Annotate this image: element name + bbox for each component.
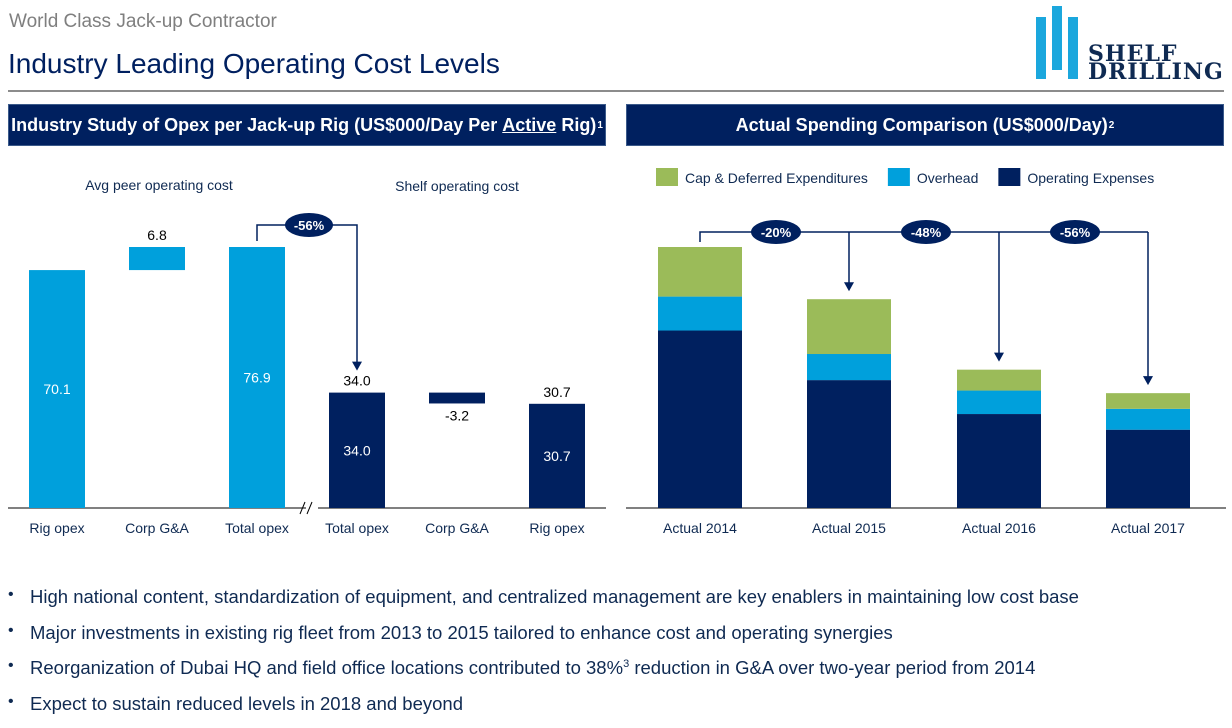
stacked-bar-segment (1106, 430, 1190, 508)
bar-value-label: 30.7 (543, 384, 570, 400)
stacked-bar-segment (658, 331, 742, 508)
bar-inner-label: 34.0 (343, 442, 370, 458)
stacked-bar-segment (1106, 393, 1190, 409)
x-tick-label: Corp G&A (125, 520, 189, 536)
logo-text-line2: DRILLING (1088, 61, 1224, 83)
stacked-bar-segment (1106, 409, 1190, 430)
key-points-list: High national content, standardization o… (8, 586, 1079, 728)
legend-label: Cap & Deferred Expenditures (685, 170, 868, 186)
x-tick-label: Total opex (225, 520, 289, 536)
right-panel-title: Actual Spending Comparison (US$000/Day) (736, 115, 1108, 136)
legend-label: Operating Expenses (1027, 170, 1154, 186)
reduction-badge-label: -20% (761, 225, 792, 240)
legend-label: Overhead (917, 170, 978, 186)
logo-bar-icon (1036, 17, 1046, 79)
left-panel-title-pre: Industry Study of Opex per Jack-up Rig (… (11, 115, 502, 136)
waterfall-bar (429, 393, 485, 404)
stacked-bar-segment (807, 354, 891, 380)
reduction-badge-label: -56% (1060, 225, 1091, 240)
left-panel-title-post: Rig) (556, 115, 596, 136)
reduction-badge-label: -56% (294, 218, 325, 233)
x-tick-label: Actual 2014 (663, 520, 737, 536)
chart-legend: Cap & Deferred Expenditures Overhead Opera… (656, 168, 1154, 186)
bullet-text-post: reduction in G&A over two-year period fr… (629, 657, 1035, 678)
section-supertitle: World Class Jack-up Contractor (9, 11, 277, 33)
logo-bar-icon (1052, 6, 1062, 70)
bullet-item: Expect to sustain reduced levels in 2018… (8, 693, 1079, 728)
footnote-marker: 2 (1109, 120, 1115, 131)
shelf-drilling-logo: SHELF DRILLING (1034, 3, 1226, 83)
bar-inner-label: 76.9 (243, 370, 270, 386)
reduction-badge-label: -48% (911, 225, 942, 240)
arrow-head-icon (352, 362, 362, 371)
x-tick-label: Actual 2017 (1111, 520, 1185, 536)
left-panel-header: Industry Study of Opex per Jack-up Rig (… (8, 104, 606, 146)
x-tick-label: Rig opex (529, 520, 584, 536)
stacked-bar-segment (807, 299, 891, 354)
stacked-bar-segment (658, 297, 742, 331)
logo-bar-icon (1068, 17, 1078, 79)
group-label-peer: Avg peer operating cost (85, 177, 233, 193)
legend-swatch (998, 168, 1020, 186)
bar-value-label: -3.2 (445, 407, 469, 423)
right-panel-header: Actual Spending Comparison (US$000/Day)2 (626, 104, 1224, 146)
x-tick-label: Total opex (325, 520, 389, 536)
stacked-bar-segment (957, 414, 1041, 508)
spending-stacked-chart: Cap & Deferred Expenditures Overhead Opera… (620, 160, 1232, 560)
arrow-head-icon (994, 353, 1004, 362)
bar-inner-label: 70.1 (43, 381, 70, 397)
logo-underline (1030, 90, 1224, 92)
bullet-text-pre: Reorganization of Dubai HQ and field off… (30, 657, 623, 678)
x-tick-label: Corp G&A (425, 520, 489, 536)
bar-inner-label: 30.7 (543, 448, 570, 464)
axis-break-mark (307, 502, 312, 514)
stacked-bar-segment (658, 247, 742, 297)
page-title: Industry Leading Operating Cost Levels (8, 48, 500, 80)
bar-value-label: 6.8 (147, 227, 167, 243)
stacked-bar-segment (807, 380, 891, 508)
bullet-item: Major investments in existing rig fleet … (8, 622, 1079, 658)
opex-waterfall-chart: Avg peer operating cost Shelf operating … (0, 160, 620, 560)
left-panel-title-underlined: Active (502, 115, 556, 136)
group-label-shelf: Shelf operating cost (395, 178, 519, 194)
footnote-marker: 1 (597, 120, 603, 131)
arrow-head-icon (844, 282, 854, 291)
bullet-item: Reorganization of Dubai HQ and field off… (8, 657, 1079, 693)
legend-swatch (888, 168, 910, 186)
x-tick-label: Rig opex (29, 520, 84, 536)
stacked-bar-segment (957, 391, 1041, 414)
stacked-bar-segment (957, 370, 1041, 391)
waterfall-bar (129, 247, 185, 270)
arrow-head-icon (1143, 376, 1153, 385)
x-tick-label: Actual 2015 (812, 520, 886, 536)
bar-value-label: 34.0 (343, 373, 370, 389)
x-tick-label: Actual 2016 (962, 520, 1036, 536)
legend-swatch (656, 168, 678, 186)
bullet-item: High national content, standardization o… (8, 586, 1079, 622)
